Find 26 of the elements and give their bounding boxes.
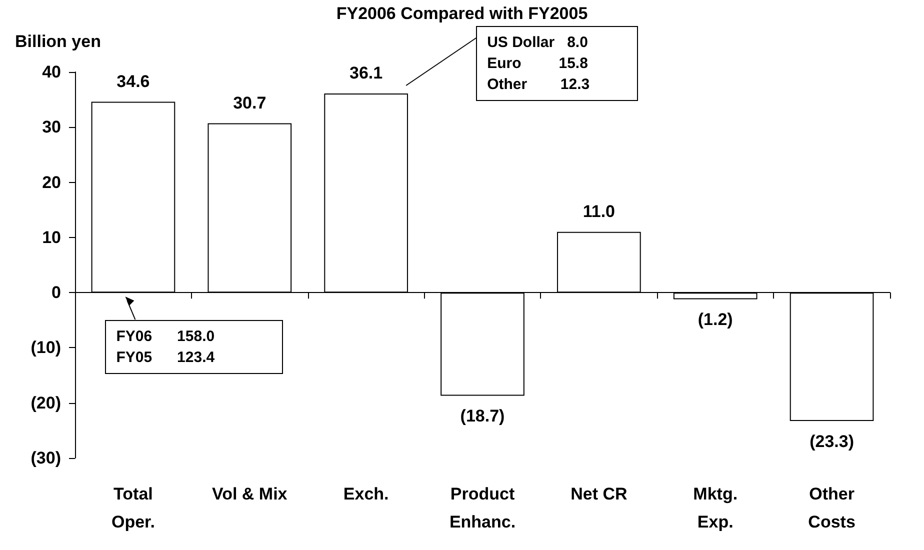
x-tick-label: Total Oper. (111, 484, 155, 532)
y-tick-label: 0 (52, 283, 61, 302)
data-label: (1.2) (698, 310, 733, 330)
x-tick-label: Product Enhanc. (449, 484, 516, 532)
data-label: 11.0 (582, 202, 616, 221)
y-tick-label: 30 (42, 118, 61, 137)
x-tick-label: Exch. (343, 484, 389, 504)
y-tick-label: 20 (42, 172, 61, 192)
y-axis-title: Billion yen (15, 32, 101, 51)
y-tick-label: (30) (30, 448, 61, 468)
data-label: (18.7) (460, 406, 505, 426)
y-tick-label: 10 (42, 228, 61, 247)
data-label: (23.3) (810, 432, 854, 452)
x-tick-label: Other Costs (808, 484, 856, 532)
y-tick-label: (10) (30, 338, 61, 358)
data-label: 30.7 (233, 93, 266, 112)
x-tick-label: Net CR (570, 484, 628, 504)
text-box: FY06 158.0 FY05 123.4 (105, 320, 284, 374)
y-tick-label: (20) (30, 393, 61, 412)
chart-title: FY2006 Compared with FY2005 (336, 4, 588, 23)
text-box: US Dollar 8.0 Euro 15.8 Other 12.3 (476, 26, 638, 101)
x-tick-label: Mktg. Exp. (693, 484, 738, 532)
data-label: 34.6 (116, 72, 150, 91)
x-tick-label: Vol & Mix (212, 484, 288, 504)
y-tick-label: 40 (42, 62, 61, 82)
data-label: 36.1 (350, 64, 383, 83)
